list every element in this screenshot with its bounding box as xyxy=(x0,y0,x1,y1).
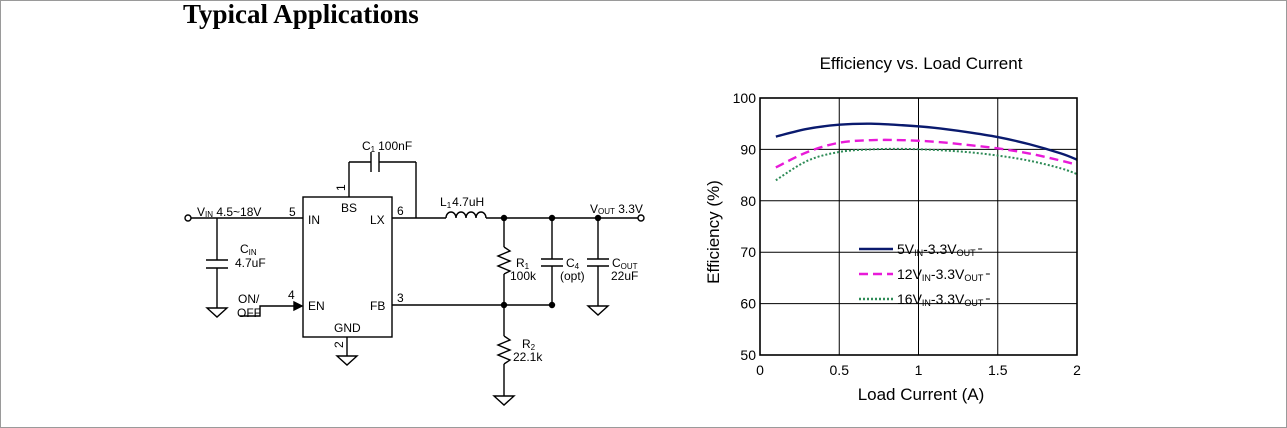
pin-number-in: 5 xyxy=(289,205,296,219)
pin-name-fb: FB xyxy=(370,299,385,313)
r1-value: 100k xyxy=(510,269,537,283)
cin-value: 4.7uF xyxy=(235,256,266,270)
chart-series xyxy=(775,122,1078,182)
pin-number-en: 4 xyxy=(288,288,295,302)
x-tick-label: 0.5 xyxy=(830,362,850,378)
chart-legend: 5VIN-3.3VOUT 12VIN-3.3VOUT 16VIN-3.3VOUT xyxy=(859,241,990,308)
x-axis-label: Load Current (A) xyxy=(858,385,985,404)
resistor-r2 xyxy=(496,335,512,365)
pin-name-lx: LX xyxy=(370,213,385,227)
chart-title: Efficiency vs. Load Current xyxy=(820,54,1023,73)
y-tick-label: 80 xyxy=(740,193,756,209)
pin-name-gnd: GND xyxy=(334,321,361,335)
series-line-2 xyxy=(775,147,1078,182)
series-line-0 xyxy=(775,122,1078,161)
pin-number-fb: 3 xyxy=(397,291,404,305)
x-tick-label: 1 xyxy=(915,362,923,378)
l1-label: L14.7uH xyxy=(440,195,484,210)
pin-number-lx: 6 xyxy=(397,204,404,218)
c4-value: (opt) xyxy=(560,269,585,283)
y-tick-label: 90 xyxy=(740,141,756,157)
cout-label: COUT xyxy=(612,256,638,271)
r2-label: R2 xyxy=(522,337,536,352)
y-tick-label: 70 xyxy=(740,244,756,260)
legend-label-1: 12VIN-3.3VOUT xyxy=(897,266,984,283)
y-tick-label: 50 xyxy=(740,347,756,363)
x-tick-label: 2 xyxy=(1073,362,1081,378)
en-label-on: ON/ xyxy=(238,292,260,306)
pin-name-en: EN xyxy=(308,299,325,313)
series-line-1 xyxy=(775,138,1078,169)
c4-label: C4 xyxy=(566,256,580,271)
pin-name-bs: BS xyxy=(341,201,357,215)
vout-label: VOUT 3.3V xyxy=(590,202,643,216)
vin-label: VIN 4.5~18V xyxy=(197,205,261,219)
y-tick-label: 60 xyxy=(740,296,756,312)
cin-label: CIN xyxy=(240,242,257,257)
c1-label: C1 100nF xyxy=(362,139,412,154)
inductor-l1 xyxy=(445,211,487,219)
circuit-schematic: VIN 4.5~18V VOUT 3.3V C1 100nF L14.7uH CI… xyxy=(184,139,645,406)
pin-number-gnd: 2 xyxy=(332,341,346,348)
y-tick-label: 100 xyxy=(733,90,757,106)
x-tick-label: 1.5 xyxy=(988,362,1008,378)
cout-value: 22uF xyxy=(611,269,638,283)
legend-label-2: 16VIN-3.3VOUT xyxy=(897,291,984,308)
vout-terminal xyxy=(637,214,645,222)
chart-ticks: 0 0.5 1 1.5 2 50 60 70 80 90 100 xyxy=(733,90,1081,378)
r1-label: R1 xyxy=(516,256,530,271)
plot-area xyxy=(759,97,1078,356)
x-tick-label: 0 xyxy=(756,362,764,378)
r2-value: 22.1k xyxy=(513,350,543,364)
resistor-r1 xyxy=(496,246,512,275)
legend-label-0: 5VIN-3.3VOUT xyxy=(897,241,976,258)
pin-number-bs: 1 xyxy=(334,184,348,191)
chart-grid xyxy=(760,98,1077,355)
pin-name-in: IN xyxy=(308,213,320,227)
y-axis-label: Efficiency (%) xyxy=(704,180,723,284)
en-label-off: OFF xyxy=(237,306,261,320)
section-title: Typical Applications xyxy=(183,0,419,29)
